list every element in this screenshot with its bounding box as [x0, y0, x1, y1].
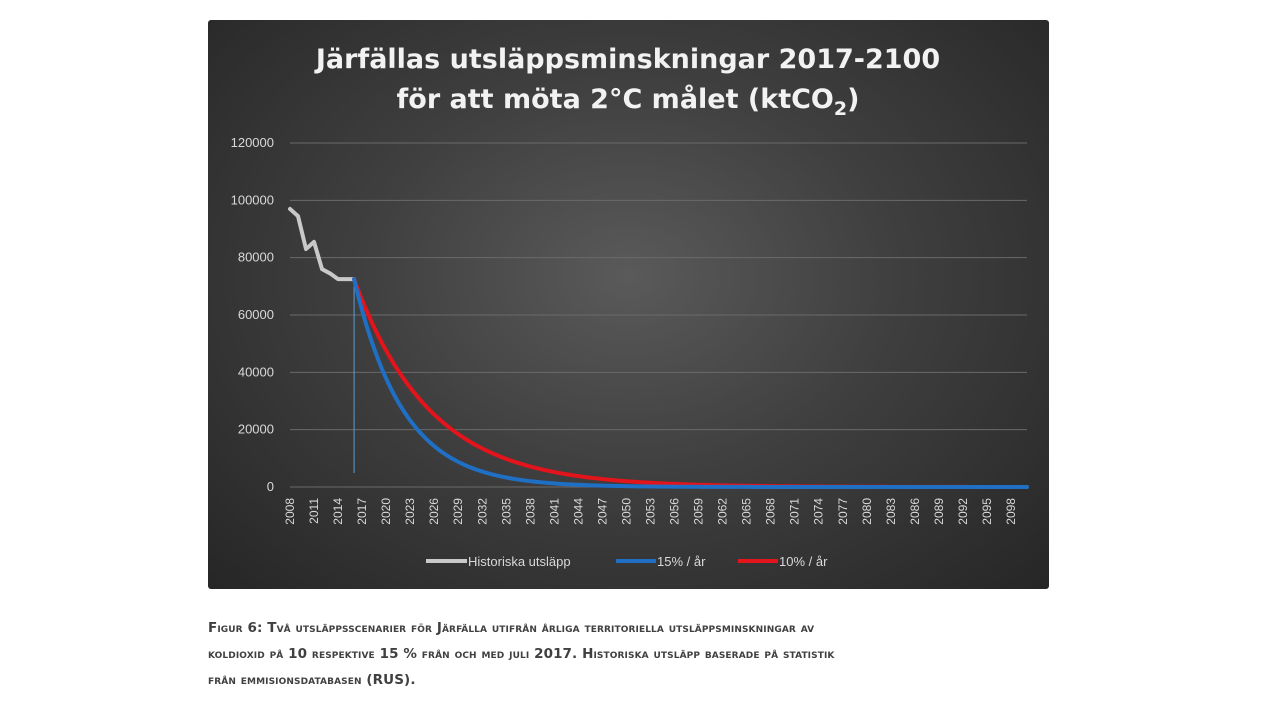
legend-label-1: 15% / år — [657, 554, 706, 569]
x-tick-label: 2008 — [283, 498, 297, 525]
x-tick-label: 2059 — [692, 498, 706, 525]
series-line-0 — [288, 206, 357, 282]
y-tick-label: 40000 — [238, 364, 274, 379]
chart-title-line-2: för att möta 2°C målet (ktCO2) — [397, 83, 860, 120]
x-tick-label: 2020 — [379, 498, 393, 525]
x-tick-label: 2029 — [451, 498, 465, 525]
x-tick-label: 2041 — [547, 498, 561, 525]
x-tick-label: 2074 — [812, 498, 826, 525]
series-line-1 — [352, 277, 1029, 489]
x-tick-label: 2086 — [908, 498, 922, 525]
x-tick-label: 2038 — [523, 498, 537, 525]
y-tick-label: 80000 — [238, 250, 274, 265]
y-tick-label: 0 — [267, 479, 274, 494]
series-line-2 — [352, 277, 1029, 489]
x-tick-label: 2065 — [740, 498, 754, 525]
x-tick-label: 2062 — [716, 498, 730, 525]
y-tick-label: 60000 — [238, 307, 274, 322]
figure-caption: Figur 6: Två utsläppsscenarier för Järfä… — [208, 615, 1088, 693]
x-tick-label: 2092 — [956, 498, 970, 525]
x-tick-label: 2053 — [643, 498, 657, 525]
x-tick-label: 2080 — [860, 498, 874, 525]
y-tick-label: 120000 — [231, 135, 274, 150]
x-tick-label: 2017 — [355, 498, 369, 525]
caption-line-3: från emmisionsdatabasen (RUS). — [208, 672, 416, 688]
x-tick-label: 2089 — [932, 498, 946, 525]
chart-panel: Järfällas utsläppsminskningar 2017-2100 … — [208, 20, 1049, 589]
chart-svg: Järfällas utsläppsminskningar 2017-2100 … — [231, 44, 1029, 569]
x-tick-label: 2032 — [475, 498, 489, 525]
chart-title-line-1: Järfällas utsläppsminskningar 2017-2100 — [314, 44, 940, 75]
y-tick-label: 20000 — [238, 422, 274, 437]
y-axis-ticks: 0 20000 40000 60000 80000 100000 120000 — [231, 135, 274, 494]
x-tick-label: 2068 — [764, 498, 778, 525]
x-tick-label: 2095 — [980, 498, 994, 525]
x-axis-ticks: 2008 2011 2014 2017 2020 2023 2026 2029 2032 2035… — [283, 498, 1018, 525]
x-tick-label: 2011 — [307, 498, 321, 524]
series-lines — [288, 206, 1029, 489]
y-tick-label: 100000 — [231, 192, 274, 207]
caption-line-2: koldioxid på 10 respektive 15 % från och… — [208, 646, 835, 662]
x-tick-label: 2044 — [571, 498, 585, 525]
x-tick-label: 2047 — [595, 498, 609, 525]
x-tick-label: 2083 — [884, 498, 898, 525]
x-tick-label: 2026 — [427, 498, 441, 525]
legend-label-2: 10% / år — [779, 554, 828, 569]
legend-label-0: Historiska utsläpp — [468, 554, 571, 569]
grid-lines — [290, 142, 1027, 488]
x-tick-label: 2035 — [499, 498, 513, 525]
x-tick-label: 2014 — [331, 498, 345, 525]
x-tick-label: 2077 — [836, 498, 850, 525]
caption-line-1: Figur 6: Två utsläppsscenarier för Järfä… — [208, 620, 815, 636]
x-tick-label: 2023 — [403, 498, 417, 525]
x-tick-label: 2098 — [1004, 498, 1018, 525]
x-tick-label: 2071 — [788, 498, 802, 525]
legend: Historiska utsläpp 15% / år 10% / år — [426, 554, 828, 569]
x-tick-label: 2056 — [668, 498, 682, 525]
x-tick-label: 2050 — [619, 498, 633, 525]
